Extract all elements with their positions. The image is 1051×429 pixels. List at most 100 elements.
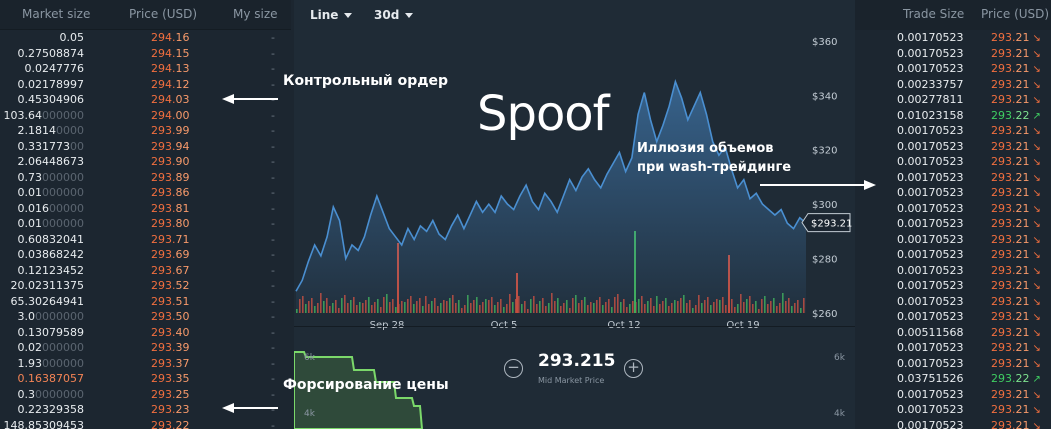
price-line (295, 79, 807, 292)
order-book-row[interactable]: 0.01000000 293.80 - (0, 216, 291, 232)
arrow-up-right-icon: ↗ (1032, 374, 1041, 385)
order-size: 2.06448673 (17, 155, 84, 168)
order-book-row[interactable]: 0.01600000 293.81 - (0, 201, 291, 217)
trade-history-panel: Trade Size Price (USD) 0.00170523 293.21 ↘… (855, 0, 1051, 429)
trade-price: 293.21 ↘ (991, 387, 1041, 401)
trade-size: 0.00170523 (897, 232, 964, 246)
order-book-row[interactable]: 0.45304906 294.03 - (0, 92, 291, 108)
order-book-row[interactable]: 0.01000000 293.86 - (0, 185, 291, 201)
order-book-row[interactable]: 0.16387057 293.35 - (0, 371, 291, 387)
my-order-size: - (271, 124, 275, 137)
trade-size: 0.00170523 (897, 403, 964, 416)
zoom-out-button[interactable]: − (504, 359, 523, 378)
trade-size: 0.00170523 (897, 356, 964, 370)
order-book-row[interactable]: 0.13079589 293.40 - (0, 325, 291, 341)
depth-axis-label: 4k (304, 409, 316, 419)
trade-price: 293.21 ↘ (991, 263, 1041, 277)
price-chart[interactable]: $360 $340 $320 $300 $280 $260 $293.21 Sep 28 Oct… (294, 30, 855, 429)
y-axis-tick-label: $300 (812, 200, 837, 211)
my-order-size: - (271, 77, 275, 91)
arrow-down-right-icon: ↘ (1032, 296, 1041, 308)
order-book-row[interactable]: 0.60832041 293.71 - (0, 232, 291, 248)
zoom-in-button[interactable]: + (624, 359, 643, 378)
order-price: 293.99 (151, 124, 190, 137)
order-book-row[interactable]: 0.05 294.16 - (0, 30, 291, 46)
order-size: 0.03868242 (17, 248, 84, 261)
my-order-size: - (271, 232, 275, 246)
last-price-label: $293.21 (811, 219, 852, 230)
trade-size: 0.03751526 (897, 372, 964, 385)
order-price: 293.35 (151, 372, 190, 385)
order-book-row[interactable]: 0.30000000 293.25 - (0, 387, 291, 403)
order-price: 293.22 (151, 418, 190, 429)
my-order-size: - (271, 263, 275, 277)
order-book-row[interactable]: 1.93000000 293.37 - (0, 356, 291, 372)
order-book-row[interactable]: 0.33177300 293.94 - (0, 139, 291, 155)
order-size: 1.93000000 (17, 356, 85, 370)
trade-size: 0.00170523 (897, 46, 964, 60)
order-book-row[interactable]: 3.00000000 293.50 - (0, 309, 291, 325)
trade-price: 293.21 ↘ (991, 139, 1041, 153)
trade-size: 0.00170523 (897, 155, 964, 168)
order-book-row[interactable]: 20.02311375 293.52 - (0, 278, 291, 294)
my-size-column-header[interactable]: My size (233, 7, 278, 21)
order-book-row[interactable]: 0.02178997 294.12 - (0, 77, 291, 93)
order-book-row[interactable]: 0.0247776 294.13 - (0, 61, 291, 77)
order-price: 293.80 (151, 217, 190, 230)
arrow-down-right-icon: ↘ (1032, 64, 1041, 75)
trade-row: 0.00233757 293.21 ↘ (855, 77, 1051, 93)
chart-type-label: Line (310, 8, 339, 22)
my-order-size: - (271, 248, 275, 261)
order-book-row[interactable]: 2.18140000 293.99 - (0, 123, 291, 139)
trade-row: 0.00170523 293.21 ↘ (855, 61, 1051, 77)
chevron-down-icon (344, 13, 353, 18)
my-order-size: - (271, 62, 275, 75)
depth-bid-area (294, 351, 424, 429)
mid-market-price-label: Mid Market Price (538, 376, 605, 385)
order-size: 0.13079589 (17, 325, 84, 339)
my-order-size: - (271, 372, 275, 385)
order-book-row[interactable]: 0.73000000 293.89 - (0, 170, 291, 186)
order-book-row[interactable]: 103.64000000 294.00 - (0, 108, 291, 124)
arrow-down-right-icon: ↘ (1032, 79, 1041, 91)
trade-size: 0.00170523 (897, 248, 964, 261)
arrow-down-right-icon: ↘ (1032, 389, 1041, 401)
y-axis-tick-label: $320 (812, 146, 837, 157)
trade-price: 293.21 ↘ (991, 325, 1041, 339)
order-book-row[interactable]: 0.02000000 293.39 - (0, 340, 291, 356)
market-size-column-header[interactable]: Market size (22, 7, 91, 21)
order-book-row[interactable]: 0.03868242 293.69 - (0, 247, 291, 263)
arrow-down-right-icon: ↘ (1032, 343, 1041, 354)
my-order-size: - (271, 325, 275, 339)
my-order-size: - (271, 31, 275, 44)
chart-type-dropdown[interactable]: Line (310, 8, 353, 22)
order-book-row[interactable]: 65.30264941 293.51 - (0, 294, 291, 310)
price-column-header[interactable]: Price (USD) (129, 7, 198, 21)
order-book-row[interactable]: 0.27508874 294.15 - (0, 46, 291, 62)
order-book-row[interactable]: 148.85309453 293.22 - (0, 418, 291, 429)
order-book-row[interactable]: 0.22329358 293.23 - (0, 402, 291, 418)
arrow-up-right-icon: ↗ (1032, 110, 1041, 122)
trade-size: 0.00170523 (897, 263, 964, 277)
spoof-annotation: Spoof (477, 86, 610, 142)
depth-separator (294, 326, 855, 327)
time-range-dropdown[interactable]: 30d (374, 8, 414, 22)
order-price: 293.52 (151, 279, 190, 292)
trade-row: 0.00170523 293.21 ↘ (855, 309, 1051, 325)
order-price: 294.00 (151, 108, 190, 122)
order-size: 65.30264941 (10, 294, 84, 308)
arrow-down-right-icon: ↘ (1032, 48, 1041, 60)
trade-row: 0.00170523 293.21 ↘ (855, 185, 1051, 201)
order-size: 0.45304906 (17, 93, 84, 106)
order-price: 293.94 (151, 139, 190, 153)
price-forcing-annotation: Форсирование цены (283, 377, 449, 393)
mid-market-price: − 293.215 Mid Market Price + (494, 350, 654, 390)
my-order-size: - (271, 155, 275, 168)
my-order-size: - (271, 186, 275, 199)
arrow-down-right-icon: ↘ (1032, 219, 1041, 230)
my-order-size: - (271, 341, 275, 354)
order-book-row[interactable]: 0.12123452 293.67 - (0, 263, 291, 279)
x-axis-tick-label: Oct 19 (726, 320, 759, 331)
order-size: 0.73000000 (17, 170, 85, 184)
order-book-row[interactable]: 2.06448673 293.90 - (0, 154, 291, 170)
